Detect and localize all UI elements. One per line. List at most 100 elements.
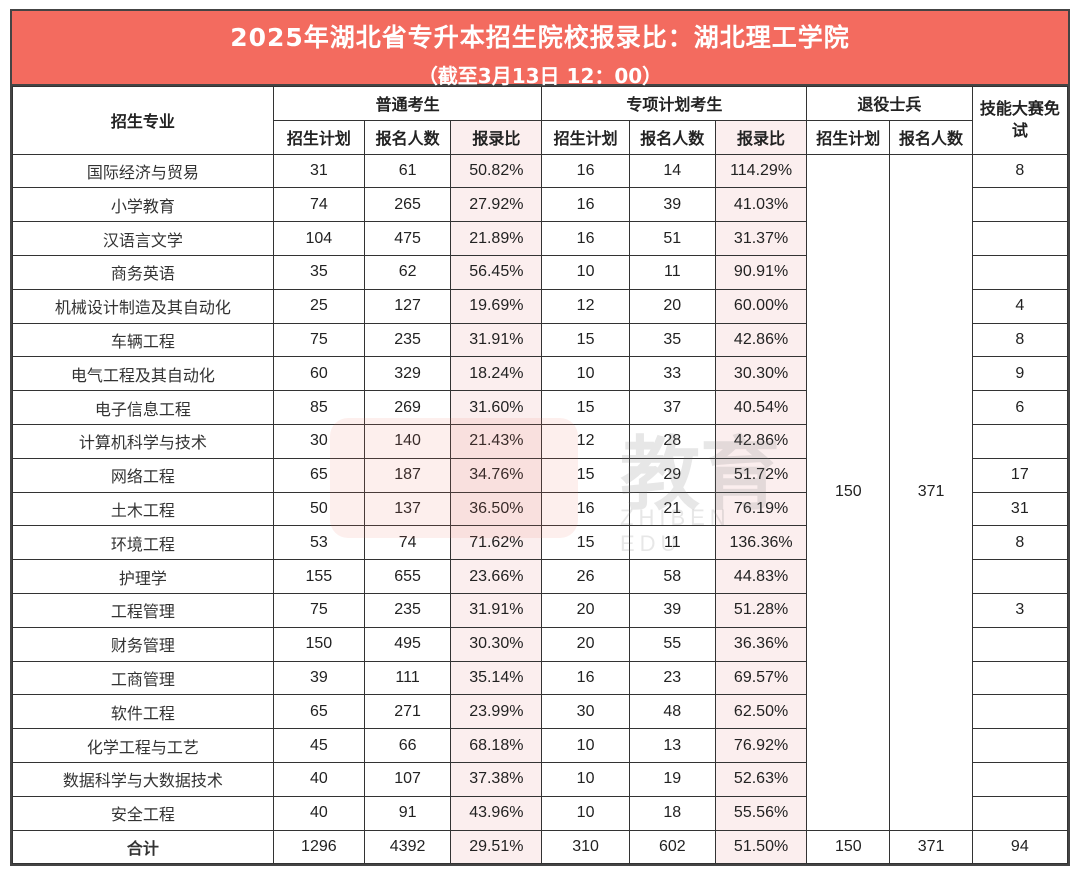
table-row: 财务管理 150 495 30.30% 20 55 36.36%: [12, 626, 1069, 662]
special-ratio-cell: 42.86%: [714, 423, 808, 459]
regular-applicants-cell: 62: [363, 254, 452, 290]
table-row: 电气工程及其自动化 60 329 18.24% 10 33 30.30% 9: [12, 356, 1069, 392]
header-special-plan: 招生计划: [541, 119, 630, 155]
regular-plan-cell: 30: [272, 423, 365, 459]
special-ratio-cell: 114.29%: [714, 153, 808, 189]
special-ratio-cell: 42.86%: [714, 322, 808, 358]
table-body: 国际经济与贸易 31 61 50.82% 16 14 114.29% 150 371 8 小学教育 7…: [12, 153, 1069, 831]
table-row: 电子信息工程 85 269 31.60% 15 37 40.54% 6: [12, 390, 1069, 425]
skill-exempt-cell: 3: [971, 592, 1069, 628]
skill-exempt-cell: [971, 761, 1069, 797]
special-plan-cell: 20: [541, 626, 630, 662]
regular-applicants-cell: 66: [363, 728, 452, 763]
major-cell: 护理学: [12, 559, 274, 594]
regular-applicants-cell: 655: [363, 559, 452, 594]
total-special-plan: 310: [541, 829, 630, 865]
page-subtitle: （截至3月13日 12：00）: [417, 64, 663, 88]
skill-exempt-cell: [971, 187, 1069, 223]
regular-plan-cell: 75: [272, 592, 365, 628]
header-major: 招生专业: [12, 86, 274, 155]
major-cell: 计算机科学与技术: [12, 423, 274, 459]
special-ratio-cell: 55.56%: [714, 795, 808, 831]
special-plan-cell: 15: [541, 390, 630, 425]
special-applicants-cell: 11: [628, 525, 716, 561]
skill-exempt-cell: 31: [971, 491, 1069, 527]
major-cell: 网络工程: [12, 457, 274, 493]
special-applicants-cell: 18: [628, 795, 716, 831]
skill-exempt-cell: [971, 694, 1069, 730]
regular-ratio-cell: 35.14%: [450, 660, 543, 696]
special-plan-cell: 15: [541, 525, 630, 561]
special-plan-cell: 16: [541, 660, 630, 696]
regular-plan-cell: 60: [272, 356, 365, 392]
header-group-skill: 技能大赛免试: [971, 86, 1069, 155]
regular-applicants-cell: 265: [363, 187, 452, 223]
regular-applicants-cell: 107: [363, 761, 452, 797]
special-applicants-cell: 28: [628, 423, 716, 459]
regular-plan-cell: 155: [272, 559, 365, 594]
skill-exempt-cell: [971, 728, 1069, 763]
special-applicants-cell: 37: [628, 390, 716, 425]
skill-exempt-cell: [971, 254, 1069, 290]
total-special-applicants: 602: [628, 829, 716, 865]
skill-exempt-cell: [971, 795, 1069, 831]
special-plan-cell: 26: [541, 559, 630, 594]
regular-plan-cell: 40: [272, 761, 365, 797]
special-applicants-cell: 35: [628, 322, 716, 358]
regular-applicants-cell: 269: [363, 390, 452, 425]
total-label: 合计: [12, 829, 274, 865]
total-skill-exempt: 94: [971, 829, 1069, 865]
table-row: 护理学 155 655 23.66% 26 58 44.83%: [12, 559, 1069, 594]
special-applicants-cell: 21: [628, 491, 716, 527]
regular-ratio-cell: 21.89%: [450, 221, 543, 256]
special-applicants-cell: 55: [628, 626, 716, 662]
special-ratio-cell: 62.50%: [714, 694, 808, 730]
special-ratio-cell: 31.37%: [714, 221, 808, 256]
special-applicants-cell: 33: [628, 356, 716, 392]
table-row: 计算机科学与技术 30 140 21.43% 12 28 42.86%: [12, 423, 1069, 459]
special-plan-cell: 15: [541, 322, 630, 358]
special-applicants-cell: 19: [628, 761, 716, 797]
table-row: 机械设计制造及其自动化 25 127 19.69% 12 20 60.00% 4: [12, 288, 1069, 324]
skill-exempt-cell: 9: [971, 356, 1069, 392]
special-applicants-cell: 39: [628, 592, 716, 628]
regular-applicants-cell: 329: [363, 356, 452, 392]
total-regular-plan: 1296: [272, 829, 365, 865]
major-cell: 车辆工程: [12, 322, 274, 358]
regular-applicants-cell: 475: [363, 221, 452, 256]
skill-exempt-cell: [971, 423, 1069, 459]
special-plan-cell: 16: [541, 491, 630, 527]
table-row: 工程管理 75 235 31.91% 20 39 51.28% 3: [12, 592, 1069, 628]
major-cell: 软件工程: [12, 694, 274, 730]
regular-plan-cell: 75: [272, 322, 365, 358]
special-plan-cell: 10: [541, 356, 630, 392]
regular-applicants-cell: 74: [363, 525, 452, 561]
special-ratio-cell: 76.19%: [714, 491, 808, 527]
skill-exempt-cell: [971, 660, 1069, 696]
regular-applicants-cell: 137: [363, 491, 452, 527]
regular-applicants-cell: 61: [363, 153, 452, 189]
regular-ratio-cell: 43.96%: [450, 795, 543, 831]
special-applicants-cell: 14: [628, 153, 716, 189]
special-applicants-cell: 11: [628, 254, 716, 290]
special-applicants-cell: 29: [628, 457, 716, 493]
special-ratio-cell: 41.03%: [714, 187, 808, 223]
total-row: 合计 1296 4392 29.51% 310 602 51.50% 150 3…: [12, 829, 1069, 865]
regular-applicants-cell: 495: [363, 626, 452, 662]
major-cell: 小学教育: [12, 187, 274, 223]
regular-ratio-cell: 19.69%: [450, 288, 543, 324]
regular-applicants-cell: 140: [363, 423, 452, 459]
skill-exempt-cell: 17: [971, 457, 1069, 493]
major-cell: 化学工程与工艺: [12, 728, 274, 763]
special-ratio-cell: 44.83%: [714, 559, 808, 594]
header-group-special: 专项计划考生: [541, 86, 808, 121]
page-title: 2025年湖北省专升本招生院校报录比：湖北理工学院: [230, 23, 850, 52]
special-ratio-cell: 52.63%: [714, 761, 808, 797]
regular-ratio-cell: 23.66%: [450, 559, 543, 594]
veteran-applicants-merged-cell: 371: [889, 153, 973, 831]
special-plan-cell: 10: [541, 761, 630, 797]
major-cell: 电子信息工程: [12, 390, 274, 425]
skill-exempt-cell: 8: [971, 525, 1069, 561]
major-cell: 环境工程: [12, 525, 274, 561]
regular-ratio-cell: 31.60%: [450, 390, 543, 425]
